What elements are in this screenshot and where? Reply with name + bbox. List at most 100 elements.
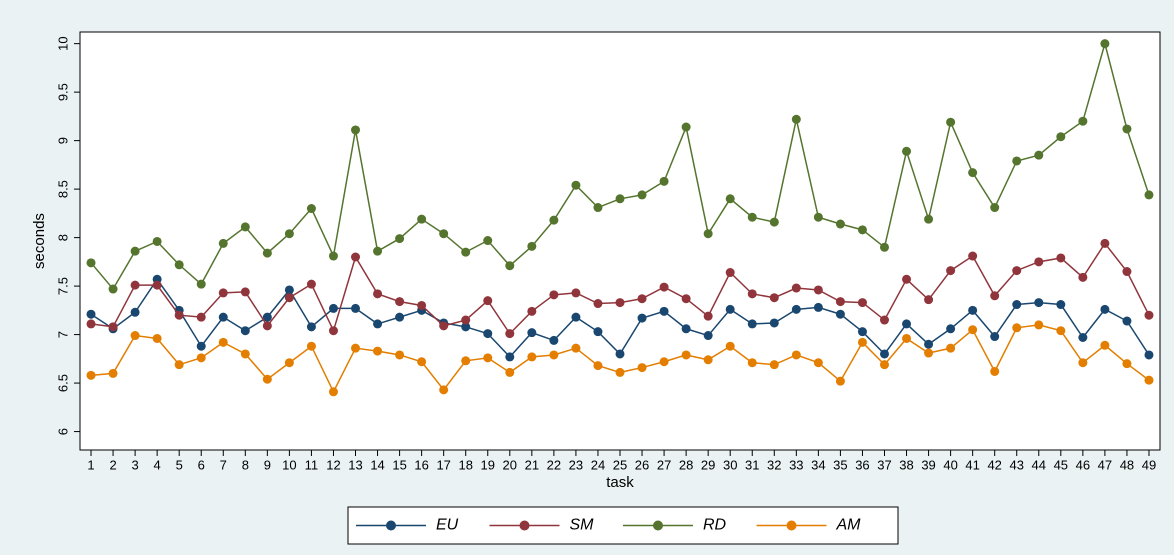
point — [417, 300, 427, 310]
point — [813, 302, 823, 312]
x-tick-label: 35 — [833, 457, 847, 472]
point — [527, 306, 537, 316]
point — [924, 295, 934, 305]
point — [857, 298, 867, 308]
point — [108, 284, 118, 294]
point — [747, 289, 757, 299]
point — [1100, 238, 1110, 248]
point — [571, 343, 581, 353]
point — [306, 341, 316, 351]
point — [461, 322, 471, 332]
point — [659, 282, 669, 292]
point — [262, 321, 272, 331]
x-tick-label: 40 — [943, 457, 957, 472]
point — [813, 212, 823, 222]
x-tick-label: 12 — [326, 457, 340, 472]
x-tick-label: 6 — [198, 457, 205, 472]
legend-label: AM — [836, 517, 862, 534]
point — [461, 356, 471, 366]
point — [1122, 124, 1132, 134]
point — [571, 288, 581, 298]
point — [152, 236, 162, 246]
point — [1144, 375, 1154, 385]
point — [439, 229, 449, 239]
point — [328, 387, 338, 397]
x-tick-label: 33 — [789, 457, 803, 472]
legend-marker — [786, 520, 797, 531]
x-tick-label: 29 — [701, 457, 715, 472]
x-tick-label: 27 — [657, 457, 671, 472]
x-tick-label: 2 — [109, 457, 116, 472]
point — [968, 251, 978, 261]
x-tick-label: 34 — [811, 457, 825, 472]
x-axis-label: task — [606, 474, 634, 491]
point — [351, 252, 361, 262]
point — [703, 229, 713, 239]
x-tick-label: 9 — [264, 457, 271, 472]
point — [747, 212, 757, 222]
point — [439, 321, 449, 331]
legend-label: SM — [570, 517, 595, 534]
point — [1056, 326, 1066, 336]
point — [1078, 116, 1088, 126]
point — [86, 370, 96, 380]
point — [1144, 310, 1154, 320]
point — [306, 322, 316, 332]
x-tick-label: 44 — [1032, 457, 1046, 472]
point — [373, 289, 383, 299]
x-tick-label: 45 — [1054, 457, 1068, 472]
point — [857, 327, 867, 337]
point — [505, 367, 515, 377]
x-tick-label: 17 — [436, 457, 450, 472]
point — [946, 117, 956, 127]
point — [1012, 323, 1022, 333]
point — [483, 296, 493, 306]
point — [791, 114, 801, 124]
point — [373, 246, 383, 256]
point — [152, 280, 162, 290]
point — [218, 288, 228, 298]
point — [990, 332, 1000, 342]
y-axis-label: seconds — [31, 213, 48, 269]
point — [593, 299, 603, 309]
point — [1056, 253, 1066, 263]
point — [395, 297, 405, 307]
point — [306, 279, 316, 289]
point — [439, 385, 449, 395]
x-tick-label: 26 — [635, 457, 649, 472]
point — [1034, 298, 1044, 308]
point — [1012, 156, 1022, 166]
point — [946, 343, 956, 353]
point — [527, 241, 537, 251]
point — [483, 236, 493, 246]
point — [1078, 272, 1088, 282]
point — [262, 248, 272, 258]
x-tick-label: 7 — [220, 457, 227, 472]
point — [196, 341, 206, 351]
x-tick-label: 48 — [1120, 457, 1134, 472]
point — [395, 350, 405, 360]
point — [395, 234, 405, 244]
point — [703, 311, 713, 321]
x-tick-label: 5 — [176, 457, 183, 472]
point — [615, 298, 625, 308]
point — [351, 125, 361, 135]
x-tick-label: 11 — [305, 457, 319, 472]
point — [1056, 132, 1066, 142]
point — [681, 122, 691, 132]
point — [902, 146, 912, 156]
point — [1122, 359, 1132, 369]
point — [1122, 267, 1132, 277]
point — [483, 353, 493, 363]
point — [769, 318, 779, 328]
point — [284, 229, 294, 239]
point — [725, 194, 735, 204]
x-tick-label: 13 — [348, 457, 362, 472]
point — [879, 360, 889, 370]
point — [1100, 39, 1110, 49]
point — [505, 329, 515, 339]
point — [284, 293, 294, 303]
point — [1100, 304, 1110, 314]
x-tick-label: 19 — [481, 457, 495, 472]
point — [990, 366, 1000, 376]
